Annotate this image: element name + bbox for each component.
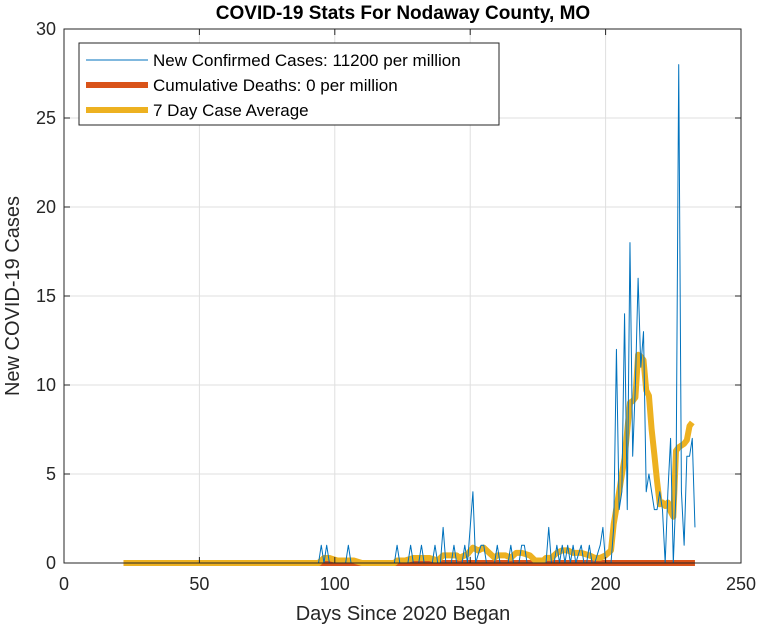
legend-label-average: 7 Day Case Average bbox=[153, 101, 309, 120]
x-tick-label: 150 bbox=[455, 574, 485, 594]
x-axis-label: Days Since 2020 Began bbox=[296, 603, 511, 625]
axis-ticks: 0 50 100 150 200 250 0 5 10 15 20 25 30 bbox=[36, 19, 756, 594]
x-tick-label: 250 bbox=[726, 574, 756, 594]
legend-label-new-cases: New Confirmed Cases: 11200 per million bbox=[153, 51, 461, 70]
y-tick-label: 30 bbox=[36, 19, 56, 39]
chart-title: COVID-19 Stats For Nodaway County, MO bbox=[216, 3, 590, 24]
y-tick-label: 20 bbox=[36, 197, 56, 217]
legend: New Confirmed Cases: 11200 per million C… bbox=[78, 42, 500, 126]
y-tick-label: 15 bbox=[36, 286, 56, 306]
x-tick-label: 0 bbox=[59, 574, 69, 594]
legend-label-deaths: Cumulative Deaths: 0 per million bbox=[153, 76, 398, 95]
x-tick-label: 200 bbox=[591, 574, 621, 594]
x-tick-label: 100 bbox=[320, 574, 350, 594]
y-tick-label: 10 bbox=[36, 375, 56, 395]
series-average-line bbox=[123, 351, 695, 566]
y-tick-label: 5 bbox=[46, 464, 56, 484]
y-axis-label: New COVID-19 Cases bbox=[2, 196, 24, 396]
legend-box bbox=[78, 42, 500, 126]
y-tick-label: 0 bbox=[46, 553, 56, 573]
y-tick-label: 25 bbox=[36, 108, 56, 128]
x-tick-label: 50 bbox=[189, 574, 209, 594]
